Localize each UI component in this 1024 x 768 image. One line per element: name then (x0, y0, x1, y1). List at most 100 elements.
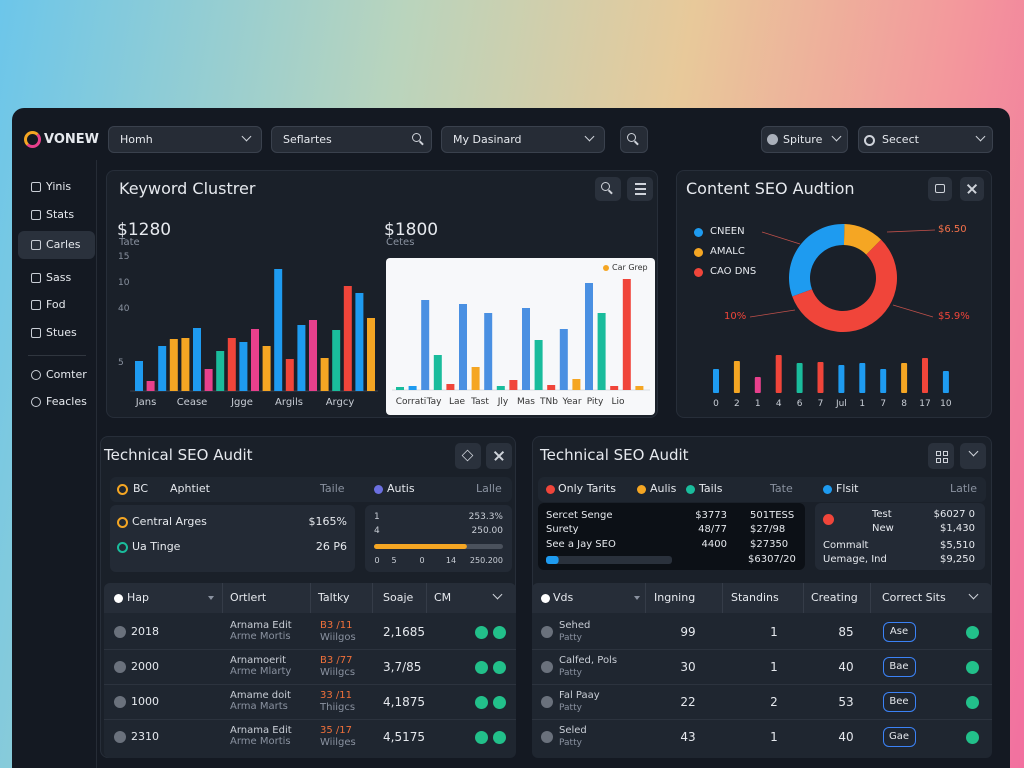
tab[interactable]: Tails (699, 482, 723, 495)
bar (408, 386, 417, 390)
bar (572, 379, 581, 390)
dropdown[interactable] (108, 126, 262, 153)
search-icon (627, 133, 636, 142)
tab[interactable]: Flsit (836, 482, 859, 495)
pill[interactable] (883, 622, 916, 642)
x-tick-label: Argcy (325, 397, 355, 408)
ok-icon (966, 731, 979, 744)
nav-item[interactable]: Stats (46, 208, 75, 221)
legend-dot (694, 268, 703, 277)
bar (496, 386, 505, 390)
x-tick-label: Tay (426, 397, 442, 407)
row-icon (541, 661, 553, 673)
summary-value: 26 P6 (315, 540, 347, 553)
bar (901, 363, 908, 393)
x-tick-label: 6 (796, 399, 803, 409)
search-icon (601, 182, 610, 191)
bar (713, 369, 719, 393)
row-divider (532, 684, 992, 685)
card-value: 4400 (701, 539, 727, 550)
tab[interactable]: Taile (320, 482, 345, 495)
cell: Thiigcs (320, 702, 356, 713)
leader-line (761, 231, 801, 245)
bar (942, 371, 949, 393)
bar (733, 361, 740, 393)
pill-label: Bae (889, 661, 909, 672)
tab[interactable]: Tate (770, 482, 793, 495)
side-card (815, 503, 985, 570)
dropdown[interactable] (271, 126, 432, 153)
x-tick-label: 10 (940, 399, 952, 409)
x-tick-label: Jly (497, 397, 509, 407)
icon-button[interactable] (960, 443, 986, 469)
cell: Arma Marts (230, 701, 288, 712)
dropdown-label: My Dasinard (453, 133, 522, 146)
tab[interactable]: Autis (387, 482, 415, 495)
column-header[interactable]: Standins (731, 591, 779, 604)
cell: 1 (770, 625, 778, 639)
axis-label: 250.200 (469, 556, 503, 565)
x-tick-label: Lio (611, 397, 625, 407)
tab[interactable]: Latle (950, 482, 978, 495)
column-header[interactable]: Vds (553, 591, 574, 604)
cell: Patty (559, 633, 582, 643)
menu-icon (635, 183, 646, 185)
column-header[interactable]: Ingning (654, 591, 696, 604)
pill[interactable] (883, 657, 916, 677)
legend-dot (541, 594, 550, 603)
card-label: Commalt (823, 540, 869, 551)
icon-button[interactable] (928, 177, 952, 201)
row-divider (532, 649, 992, 650)
icon-button[interactable] (455, 443, 481, 469)
pill[interactable] (883, 727, 916, 747)
nav-item[interactable]: Carles (46, 238, 81, 251)
bar (859, 363, 866, 393)
dropdown[interactable] (858, 126, 993, 153)
cell: 33 /11 (320, 690, 352, 701)
menu-icon (635, 188, 646, 190)
column-header[interactable]: CM (434, 591, 452, 604)
divider (28, 355, 86, 356)
cell: Calfed, Pols (559, 655, 618, 666)
row-divider (104, 649, 516, 650)
axis-label: 5 (391, 556, 397, 565)
tab[interactable]: BC (133, 482, 149, 495)
dropdown[interactable] (441, 126, 605, 153)
bar (367, 318, 375, 391)
tab[interactable]: Aulis (650, 482, 677, 495)
nav-item[interactable]: Sass (46, 271, 72, 284)
column-header[interactable]: Correct Sits (882, 591, 946, 604)
bar (421, 300, 430, 390)
bar (622, 279, 631, 390)
status-icon (117, 484, 128, 495)
x-tick-label: Argils (275, 397, 303, 408)
column-header[interactable]: Taltky (318, 591, 350, 604)
nav-item[interactable]: Fod (46, 298, 66, 311)
column-header[interactable]: Hap (127, 591, 149, 604)
column-header[interactable]: Soaje (383, 591, 414, 604)
icon-button[interactable] (928, 443, 954, 469)
pill[interactable] (883, 692, 916, 712)
column-header[interactable]: Creating (811, 591, 858, 604)
bar (547, 385, 556, 390)
nav-item[interactable]: Feacles (46, 395, 87, 408)
row-icon (114, 626, 126, 638)
column-header[interactable]: Ortlert (230, 591, 267, 604)
nav-item[interactable]: Comter (46, 368, 87, 381)
y-tick-label: 15 (118, 252, 130, 262)
bar (610, 386, 619, 390)
bar (216, 351, 225, 391)
x-tick-label: 2 (734, 399, 740, 409)
nav-item[interactable]: Yinis (46, 180, 72, 193)
donut-label: 10% (724, 311, 747, 322)
cell: Amame doit (230, 690, 291, 701)
nav-item[interactable]: Stues (46, 326, 77, 339)
bar (459, 304, 467, 390)
x-tick-label: 1 (754, 399, 761, 409)
x-tick-label: Jans (135, 397, 157, 408)
tab[interactable]: Only Tarits (558, 482, 616, 495)
tab[interactable]: Aphtiet (170, 482, 210, 495)
tab[interactable]: Lalle (476, 482, 502, 495)
legend-dot (694, 228, 703, 237)
